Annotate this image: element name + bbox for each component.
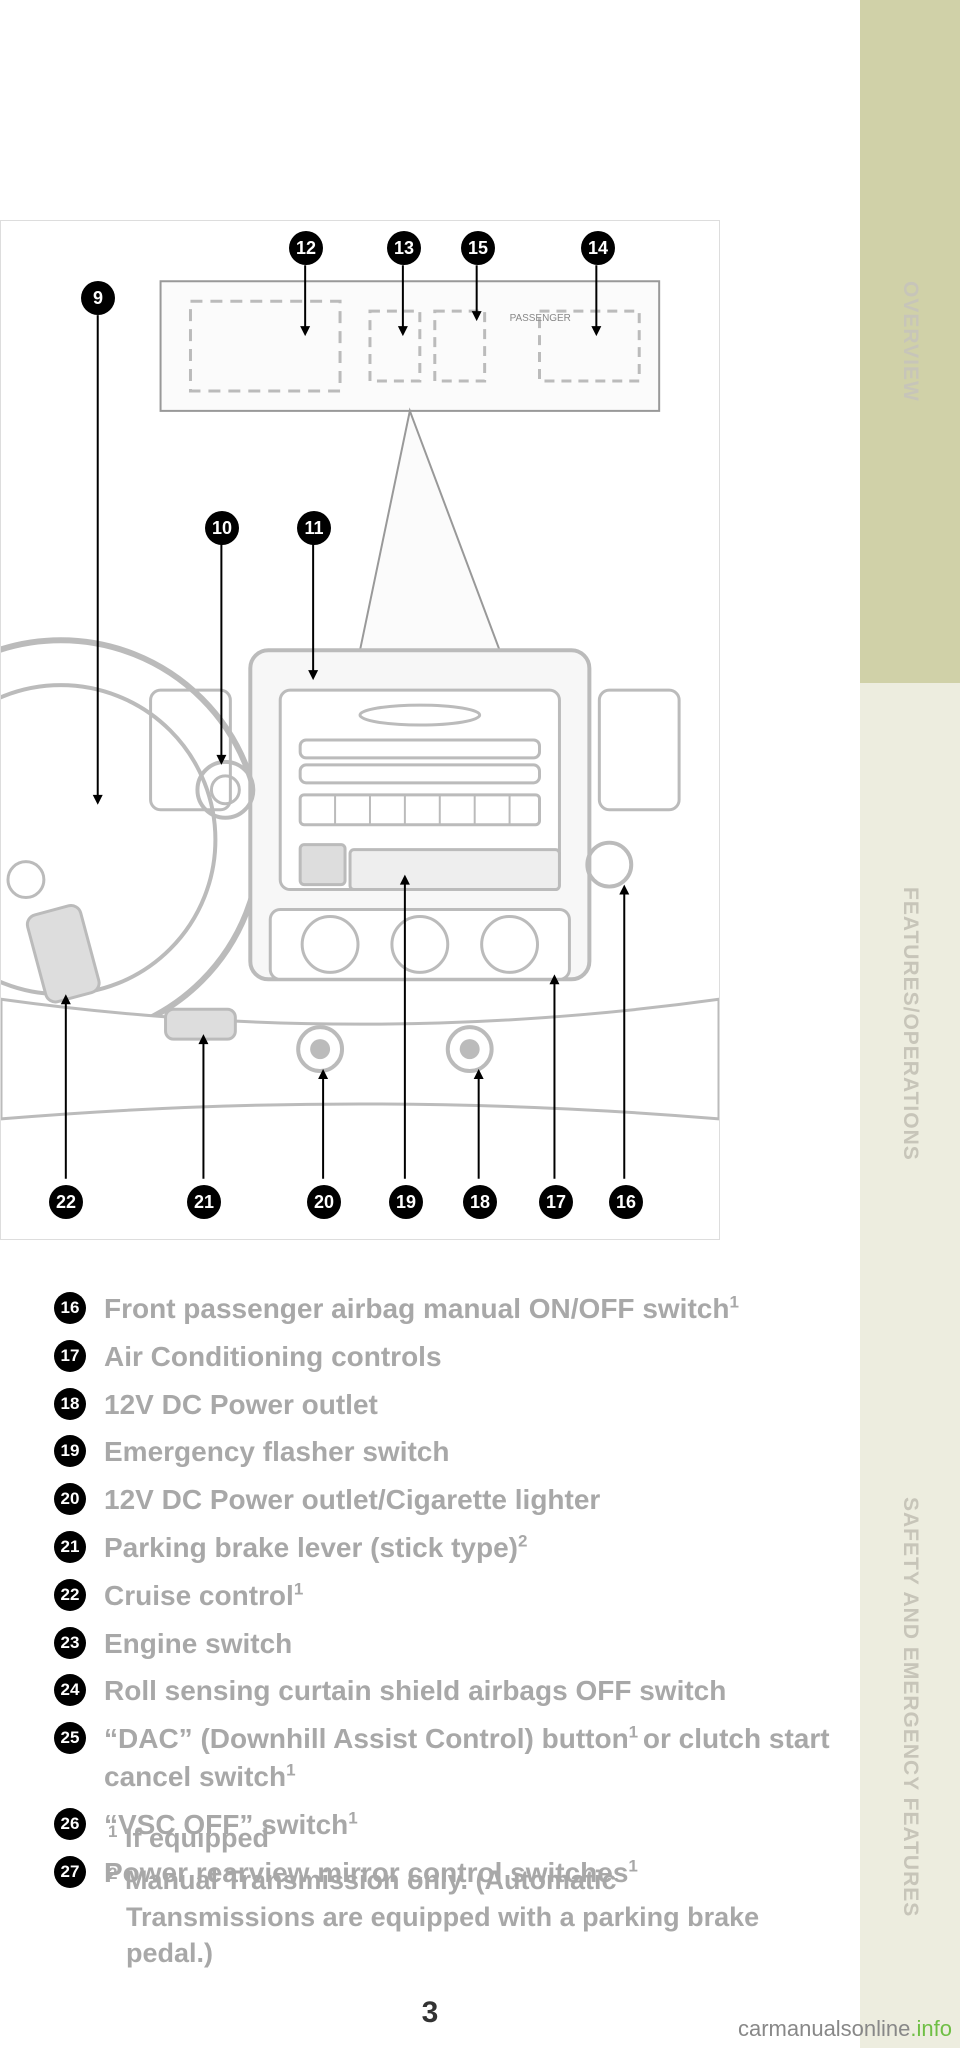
diagram-callout: 22 [49,1185,83,1219]
legend-item-number: 16 [54,1292,86,1324]
diagram-callout: 16 [609,1185,643,1219]
legend-item-number: 25 [54,1722,86,1754]
diagram-callout: 9 [81,281,115,315]
legend-item-text: 12V DC Power outlet [104,1386,378,1424]
legend-item-text: Roll sensing curtain shield airbags OFF … [104,1672,726,1710]
legend-item: 19 Emergency flasher switch [54,1433,834,1471]
legend-item-text: “DAC” (Downhill Assist Control) button1 … [104,1720,834,1796]
section-tab-label: FEATURES/OPERATIONS [898,887,922,1161]
legend-item-number: 17 [54,1340,86,1372]
diagram-callout: 17 [539,1185,573,1219]
legend-list: 16 Front passenger airbag manual ON/OFF s… [54,1290,834,1901]
diagram-svg: PASSENGER [1,221,719,1239]
legend-item-text: Cruise control1 [104,1577,303,1615]
diagram-callout: 14 [581,231,615,265]
svg-text:PASSENGER: PASSENGER [510,313,571,324]
footnotes: 1 If equipped 2 Manual Transmission only.… [108,1820,808,1978]
section-tab[interactable]: OVERVIEW [860,0,960,683]
watermark: carmanualsonline.info [738,2016,952,2042]
diagram-callout: 18 [463,1185,497,1219]
section-tab[interactable]: SAFETY AND EMERGENCY FEATURES [860,1365,960,2048]
section-tabs: OVERVIEW FEATURES/OPERATIONS SAFETY AND EM… [860,0,960,2048]
watermark-suffix: .info [910,2016,952,2041]
legend-item-text: Parking brake lever (stick type)2 [104,1529,527,1567]
diagram-callout: 15 [461,231,495,265]
legend-item: 16 Front passenger airbag manual ON/OFF s… [54,1290,834,1328]
legend-item: 22 Cruise control1 [54,1577,834,1615]
legend-item-text: Engine switch [104,1625,292,1663]
diagram-callout: 12 [289,231,323,265]
page-number: 3 [0,1996,860,2030]
dashboard-diagram: PASSENGER [0,220,720,1240]
watermark-main: carmanualsonline [738,2016,910,2041]
legend-item-text: 12V DC Power outlet/Cigarette lighter [104,1481,600,1519]
diagram-callout: 13 [387,231,421,265]
legend-item-number: 18 [54,1388,86,1420]
footnote: 2 Manual Transmission only. (Automatic T… [108,1862,808,1971]
legend-item-number: 22 [54,1579,86,1611]
legend-item: 24 Roll sensing curtain shield airbags OF… [54,1672,834,1710]
section-tab-label: SAFETY AND EMERGENCY FEATURES [898,1497,922,1917]
manual-page: PASSENGER [0,0,860,2048]
legend-item-number: 27 [54,1856,86,1888]
legend-item: 18 12V DC Power outlet [54,1386,834,1424]
legend-item-text: Air Conditioning controls [104,1338,442,1376]
legend-item-number: 24 [54,1674,86,1706]
legend-item: 25 “DAC” (Downhill Assist Control) button… [54,1720,834,1796]
diagram-callout: 11 [297,511,331,545]
section-tab-label: OVERVIEW [898,281,922,402]
diagram-callout: 21 [187,1185,221,1219]
legend-item-number: 23 [54,1627,86,1659]
diagram-callout: 20 [307,1185,341,1219]
diagram-callout: 10 [205,511,239,545]
footnote: 1 If equipped [108,1820,808,1856]
legend-item-number: 21 [54,1531,86,1563]
legend-item: 21 Parking brake lever (stick type)2 [54,1529,834,1567]
legend-item-number: 19 [54,1435,86,1467]
legend-item-text: Emergency flasher switch [104,1433,449,1471]
section-tab[interactable]: FEATURES/OPERATIONS [860,683,960,1366]
legend-item-text: Front passenger airbag manual ON/OFF swi… [104,1290,739,1328]
legend-item: 20 12V DC Power outlet/Cigarette lighter [54,1481,834,1519]
diagram-callout: 19 [389,1185,423,1219]
legend-item-number: 26 [54,1808,86,1840]
legend-item-number: 20 [54,1483,86,1515]
legend-item: 17 Air Conditioning controls [54,1338,834,1376]
legend-item: 23 Engine switch [54,1625,834,1663]
